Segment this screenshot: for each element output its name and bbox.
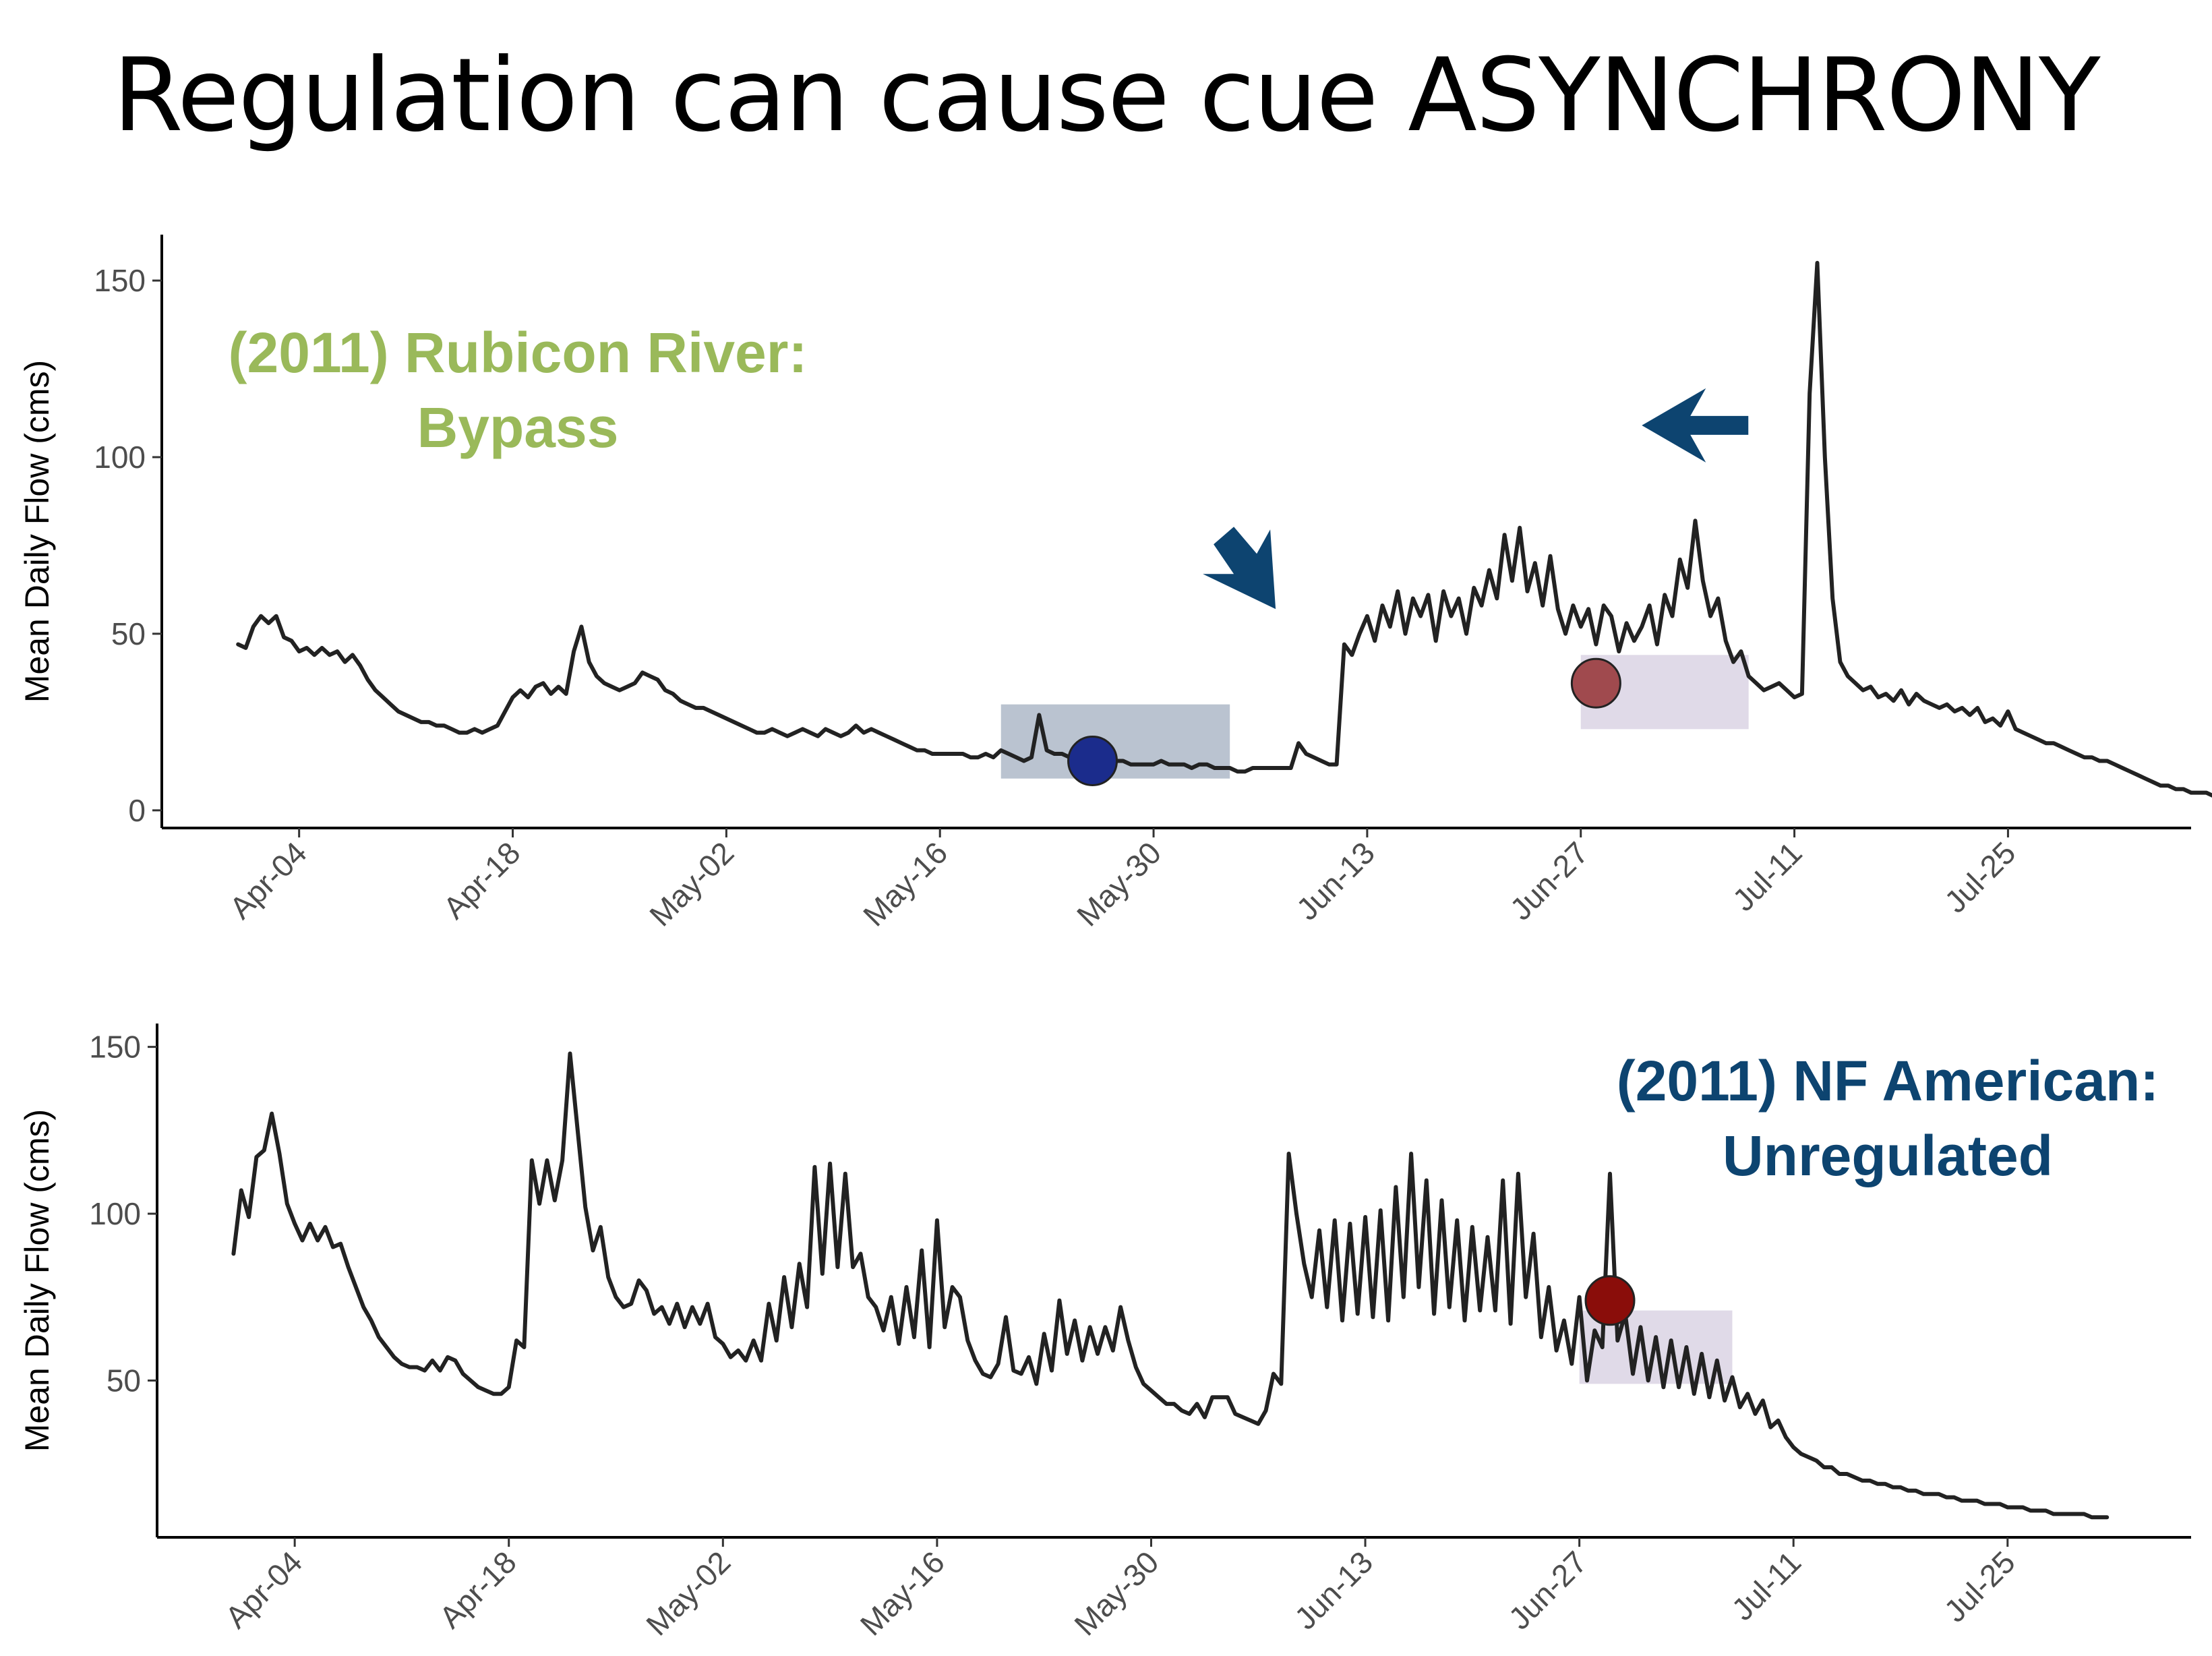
arrow-icon [1642,388,1749,463]
y-tick-label: 150 [94,263,146,298]
x-tick-label: May-16 [854,1544,951,1642]
flow-series-line [231,1051,2110,1520]
x-tick-label: Jul-25 [1937,1544,2021,1628]
x-tick-label: Apr-18 [436,835,527,925]
x-tick-label: Jul-11 [1726,835,1809,918]
x-tick-label: May-30 [1067,1544,1165,1642]
x-tick-label: May-30 [1070,835,1168,933]
x-tick-label: May-02 [642,835,740,933]
arrow-icon [1203,527,1276,610]
panel-label-line: (2011) Rubicon River: [229,321,808,384]
x-tick-label: May-16 [856,835,954,933]
panel-label-line: Unregulated [1723,1124,2053,1187]
x-tick-label: Apr-18 [432,1544,522,1634]
x-tick-label: Jun-27 [1503,835,1595,926]
flow-series-line [236,260,2212,798]
chart-panel-rubicon: 0 50 100 150 Apr-04 Apr-18 May-02 May-16 May-30 J… [18,235,2212,933]
x-tick-label: May-02 [639,1544,737,1642]
chart-panel-nf-american: 50 100 150 Apr-04 Apr-18 May-02 May-16 May-30 Ju… [18,1024,2191,1643]
y-axis-title: Mean Daily Flow (cms) [18,360,56,703]
x-tick-label: Jul-11 [1725,1544,1807,1627]
panel-label-line: Bypass [417,396,619,459]
x-tick-label: Apr-04 [218,1544,309,1634]
event-point [1067,735,1118,786]
panel-label-line: (2011) NF American: [1617,1049,2159,1113]
y-tick-label: 50 [111,616,146,651]
y-tick-label: 100 [94,440,146,475]
x-tick-label: Apr-04 [222,835,313,925]
event-point [1570,657,1621,709]
y-axis-title: Mean Daily Flow (cms) [18,1109,56,1452]
y-tick-label: 100 [89,1196,141,1231]
x-tick-label: Jun-27 [1501,1544,1593,1636]
y-tick-label: 150 [89,1030,141,1065]
slide-title: Regulation can cause cue ASYNCHRONY [113,37,2100,154]
y-tick-label: 50 [107,1363,141,1398]
y-tick-label: 0 [128,793,146,828]
event-point [1584,1275,1636,1326]
x-tick-label: Jun-13 [1288,1544,1379,1636]
x-tick-label: Jun-13 [1290,835,1381,926]
x-tick-label: Jul-25 [1938,835,2022,919]
